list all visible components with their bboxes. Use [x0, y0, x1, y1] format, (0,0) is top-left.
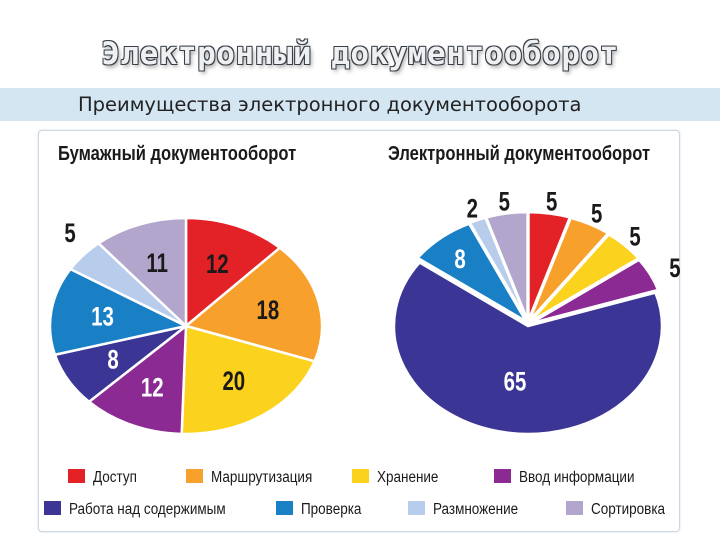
data-label: 65	[504, 367, 527, 396]
pie-chart-1: Бумажный документооборот 12 18 20 12 8 13 5 11	[48, 141, 324, 436]
subtitle-band	[0, 88, 720, 121]
pie-slice-1	[184, 216, 282, 329]
legend-label: Доступ	[93, 469, 137, 486]
data-label: 5	[591, 199, 602, 228]
page-subtitle: Преимущества электронного документооборо…	[78, 93, 582, 116]
data-label: 5	[499, 187, 510, 216]
data-label: 20	[222, 367, 245, 396]
data-label: 2	[467, 194, 478, 223]
pie-title: Электронный документооборот	[388, 141, 650, 164]
legend-label: Маршрутизация	[211, 469, 312, 486]
data-label: 5	[669, 254, 680, 283]
pie-slice-2	[183, 246, 324, 363]
data-label: 12	[206, 249, 229, 278]
data-label: 8	[454, 245, 465, 274]
pie-slice-3	[180, 324, 317, 436]
page-title: Электронный документооборот	[101, 36, 619, 72]
legend-swatch	[68, 469, 85, 483]
data-label: 11	[146, 249, 168, 278]
legend-swatch	[566, 501, 583, 515]
pie-slice-6	[48, 267, 190, 357]
pie-title: Бумажный документооборот	[58, 141, 296, 164]
pie-slice-8	[484, 210, 529, 321]
legend-label: Ввод информации	[519, 469, 635, 486]
pie-slice-2	[528, 216, 611, 322]
data-label: 5	[64, 219, 75, 248]
legend-swatch	[186, 469, 203, 483]
legend-swatch	[276, 501, 293, 515]
data-label: 5	[629, 222, 640, 251]
legend-swatch	[494, 469, 511, 483]
legend-swatch	[44, 501, 61, 515]
legend-label: Проверка	[301, 501, 362, 518]
pie-slice-4	[87, 323, 188, 436]
data-label: 13	[91, 302, 114, 331]
legend-label: Размножение	[433, 501, 518, 518]
legend-label: Хранение	[377, 469, 438, 486]
legend-swatch	[352, 469, 369, 483]
legend: Доступ Маршрутизация Хранение Ввод информац…	[44, 469, 666, 518]
pie-slice-5	[392, 260, 664, 436]
pie-slice-8	[96, 216, 188, 329]
legend-swatch	[408, 501, 425, 515]
data-label: 12	[141, 373, 164, 402]
legend-label: Сортировка	[591, 501, 666, 518]
data-label: 8	[107, 345, 118, 374]
legend-label: Работа над содержимым	[69, 501, 226, 518]
pie-slice-3	[529, 232, 641, 323]
data-label: 5	[546, 187, 557, 216]
data-label: 18	[257, 296, 280, 325]
pie-slice-4	[530, 258, 660, 325]
